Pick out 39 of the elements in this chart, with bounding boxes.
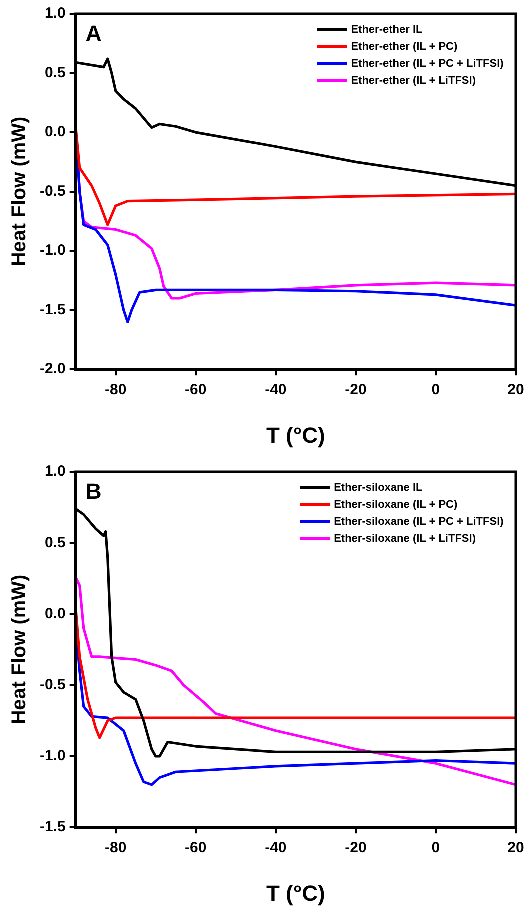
- legend-label: Ether-ether (IL + LiTFSI): [351, 75, 476, 88]
- y-tick-label: 1.0: [44, 5, 66, 22]
- x-tick-label: 20: [508, 840, 524, 857]
- annotation: B: [86, 479, 102, 504]
- y-tick-label: 0.0: [44, 124, 66, 141]
- y-tick-label: -1.5: [40, 301, 66, 318]
- x-axis-title: T (°C): [266, 422, 326, 448]
- x-tick-label: -40: [265, 382, 287, 399]
- y-tick-label: 0.5: [44, 534, 66, 552]
- legend-label: Ether-ether IL: [351, 24, 423, 36]
- y-tick-label: -1.0: [40, 748, 66, 765]
- x-tick-label: -20: [345, 382, 367, 399]
- legend-label: Ether-ether (IL + PC + LiTFSI): [351, 58, 504, 70]
- x-tick-label: -40: [265, 840, 287, 857]
- x-tick-label: -80: [105, 382, 127, 399]
- x-tick-label: -60: [185, 840, 207, 857]
- legend-label: Ether-siloxane (IL + LiTFSI): [334, 533, 476, 546]
- legend-label: Ether-ether (IL + PC): [351, 41, 458, 54]
- x-tick-label: 20: [508, 382, 524, 399]
- x-axis-title: T (°C): [266, 880, 326, 906]
- y-tick-label: -1.5: [40, 818, 66, 836]
- y-tick-label: -0.5: [40, 676, 66, 694]
- annotation: A: [86, 21, 102, 46]
- y-tick-label: 1.0: [44, 463, 66, 480]
- y-axis-title: Heat Flow (mW): [8, 116, 31, 267]
- y-tick-label: -0.5: [40, 182, 66, 200]
- y-tick-label: 0.5: [44, 64, 66, 82]
- x-tick-label: 0: [432, 840, 440, 857]
- y-axis-title: Heat Flow (mW): [8, 574, 31, 725]
- legend-label: Ether-siloxane IL: [334, 482, 423, 494]
- x-tick-label: -20: [345, 840, 367, 857]
- x-tick-label: -80: [105, 840, 127, 857]
- y-tick-label: 0.0: [44, 605, 66, 622]
- legend-label: Ether-siloxane (IL + PC): [334, 499, 458, 512]
- x-tick-label: 0: [432, 382, 440, 399]
- x-tick-label: -60: [185, 382, 207, 399]
- y-tick-label: -1.0: [40, 242, 66, 260]
- legend-label: Ether-siloxane (IL + PC + LiTFSI): [334, 516, 504, 528]
- y-tick-label: -2.0: [40, 360, 66, 378]
